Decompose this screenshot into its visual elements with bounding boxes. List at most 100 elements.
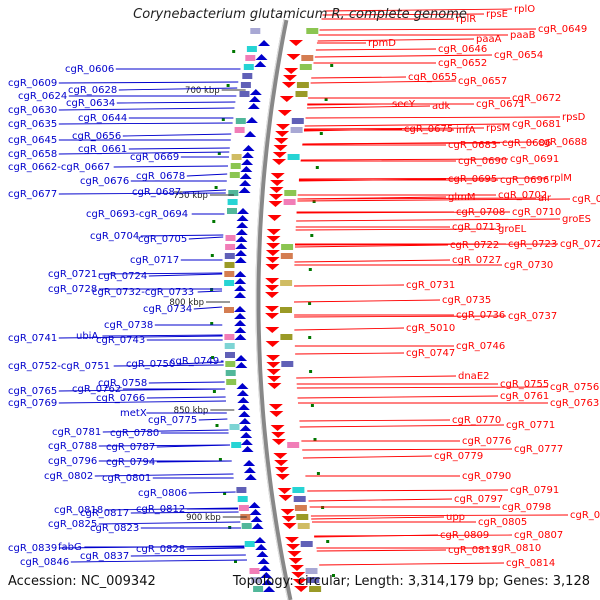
gene-label: groEL	[498, 224, 527, 235]
reverse-gene-arrow	[255, 54, 268, 60]
forward-gene-arrow	[270, 180, 285, 186]
label-connector	[306, 105, 431, 109]
gene-label: cgR_0725	[560, 239, 600, 250]
label-connector	[297, 197, 537, 200]
gene-label: cgR_0790	[462, 471, 511, 482]
chromosome-highlight	[255, 19, 289, 600]
gene-label: cgR_0732-cgR_0733	[92, 287, 194, 298]
label-connector	[188, 236, 224, 240]
forward-gene-arrow	[265, 250, 280, 256]
forward-gene-arrow	[265, 306, 280, 312]
label-connector	[295, 228, 497, 231]
gene-label: cgR_0775	[148, 415, 197, 426]
forward-gene-arrow	[269, 411, 284, 417]
gene-label: cgR_5010	[406, 323, 455, 334]
label-connector	[294, 284, 405, 287]
reverse-gene-arrow	[245, 117, 258, 123]
reverse-gene-arrow	[235, 362, 248, 368]
gene-label: cgR_0606	[65, 64, 114, 75]
label-connector	[113, 364, 224, 367]
gene-label: cgR_0669	[130, 152, 179, 163]
gene-label: cgR_0687	[132, 187, 181, 198]
feature-track-block	[224, 280, 235, 286]
forward-gene-arrow	[283, 75, 297, 81]
forward-gene-arrow	[281, 516, 296, 522]
feature-track-block	[299, 64, 312, 70]
feature-track-block	[241, 523, 252, 529]
gene-label: ubiA	[76, 331, 98, 342]
gene-label: cgR_0609	[8, 78, 57, 89]
feature-track-block	[225, 352, 235, 358]
forward-gene-arrow	[284, 68, 299, 74]
gene-label: cgR_0730	[504, 260, 553, 271]
label-connector	[130, 511, 239, 514]
gene-label: cgR_0705	[138, 234, 187, 245]
kbp-tick-label: 900 kbp	[186, 513, 221, 523]
reverse-gene-arrow	[263, 586, 276, 592]
feature-track-block	[224, 262, 235, 268]
forward-gene-arrow	[272, 152, 287, 158]
feature-track-block	[287, 154, 300, 160]
gene-label: cgR_0801	[102, 473, 151, 484]
reverse-gene-arrow	[235, 355, 248, 361]
gene-label: cgR_0806	[138, 488, 187, 499]
feature-track-block	[227, 208, 237, 214]
gene-label: cgR_0634	[66, 98, 115, 109]
reverse-gene-arrow	[254, 61, 267, 67]
forward-gene-arrow	[265, 264, 280, 270]
gene-label: cgR_0707	[572, 194, 600, 205]
label-connector	[304, 123, 511, 127]
reverse-gene-arrow	[241, 152, 254, 158]
feature-track-block	[307, 577, 320, 583]
gene-label: cgR_0761	[500, 391, 549, 402]
kbp-tick-label: 750 kbp	[173, 191, 208, 201]
feature-track-block	[225, 361, 236, 367]
reverse-gene-arrow	[237, 208, 250, 214]
forward-gene-arrow	[266, 229, 281, 235]
reverse-gene-arrow	[234, 327, 247, 333]
tick-dot	[308, 336, 312, 339]
gene-label: cgR_0728	[48, 284, 97, 295]
feature-track-block	[230, 163, 241, 169]
reverse-gene-arrow	[258, 40, 271, 46]
tick-dot	[309, 370, 313, 373]
label-connector	[58, 335, 223, 339]
gene-label: cgR_0645	[8, 135, 57, 146]
tick-dot	[316, 472, 320, 475]
gene-label: cgR_0777	[514, 444, 563, 455]
gene-label: cgR_0798	[502, 502, 551, 513]
kbp-tick-label: 700 kbp	[185, 86, 220, 96]
gene-label: alr	[538, 193, 552, 204]
label-connector	[198, 418, 228, 421]
label-connector	[311, 76, 407, 79]
label-connector	[311, 516, 445, 520]
label-connector	[294, 315, 507, 318]
gene-label: cgR_0750	[126, 359, 175, 370]
tick-dot	[310, 404, 314, 407]
feature-track-block	[290, 127, 303, 133]
forward-gene-arrow	[267, 383, 282, 389]
gene-label: cgR_0736	[456, 310, 505, 321]
tick-dot	[210, 288, 214, 291]
gene-label: cgR_0796	[48, 456, 97, 467]
reverse-gene-arrow	[260, 572, 273, 578]
forward-gene-arrow	[269, 187, 284, 193]
feature-track-block	[291, 118, 304, 124]
label-connector	[146, 396, 226, 399]
forward-gene-arrow	[284, 537, 299, 543]
tick-dot	[212, 390, 216, 393]
map-title: Corynebacterium glutamicum R, complete g…	[133, 7, 467, 22]
gene-label: cgR_0628	[68, 85, 117, 96]
forward-gene-arrow	[266, 243, 281, 249]
gene-label: cgR_0846	[20, 557, 69, 568]
feature-track-block	[301, 55, 314, 61]
gene-label: cgR_0765	[8, 386, 57, 397]
reverse-gene-arrow	[238, 418, 251, 424]
gene-label: cgR_0802	[44, 471, 93, 482]
forward-gene-arrow	[286, 544, 301, 550]
gene-label: cgR_0763	[550, 398, 599, 409]
feature-track-block	[239, 91, 250, 97]
feature-track-block	[284, 190, 297, 196]
gene-label: rpmD	[368, 38, 396, 49]
feature-track-block	[249, 568, 260, 574]
